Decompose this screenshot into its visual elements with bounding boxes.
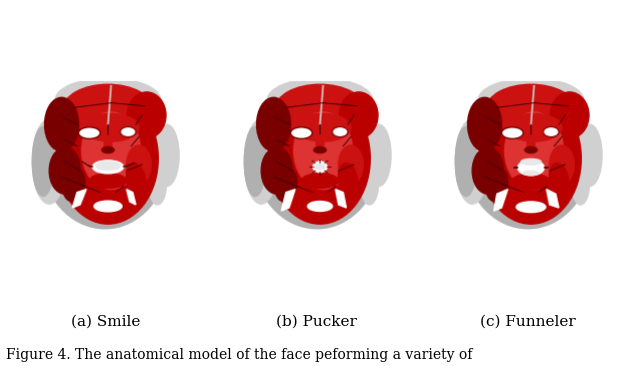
Text: Figure 4. The anatomical model of the face peforming a variety of: Figure 4. The anatomical model of the fa… xyxy=(6,348,473,362)
Text: (b) Pucker: (b) Pucker xyxy=(276,315,357,329)
Text: (c) Funneler: (c) Funneler xyxy=(480,315,576,329)
Text: (a) Smile: (a) Smile xyxy=(71,315,140,329)
